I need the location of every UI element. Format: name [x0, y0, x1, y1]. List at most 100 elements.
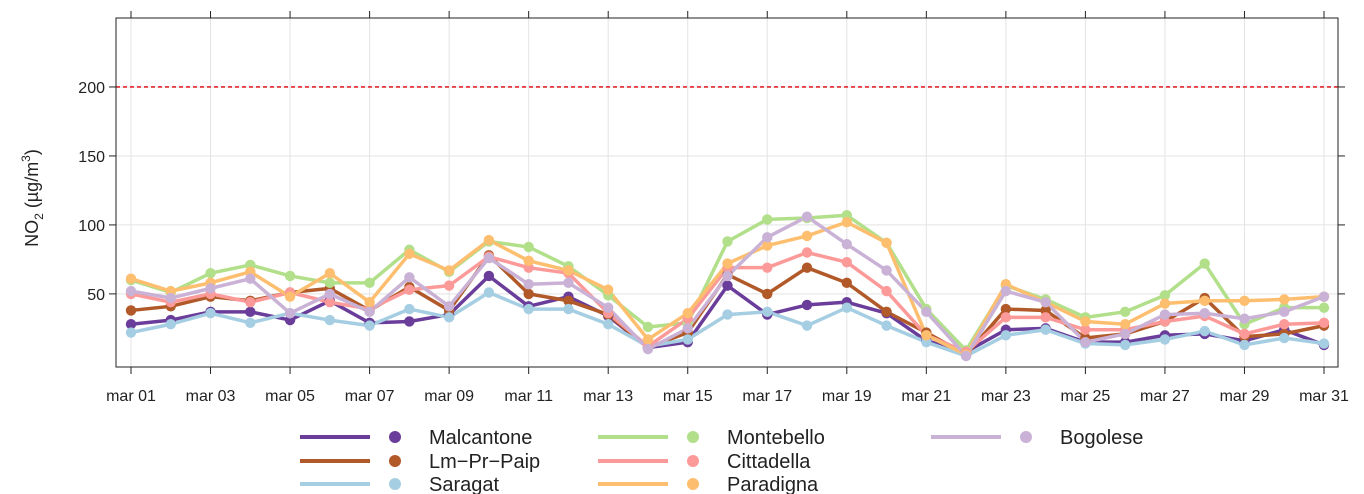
- data-point-paradigna: [404, 248, 415, 260]
- data-point-saragat: [1199, 325, 1210, 337]
- data-point-saragat: [603, 319, 614, 330]
- legend-label-montebello: Montebello: [727, 427, 825, 449]
- data-point-montebello: [1119, 306, 1131, 318]
- data-point-paradigna: [324, 267, 336, 279]
- y-axis-label: NO2 (µg/m3): [19, 149, 46, 247]
- data-point-paradigna: [364, 296, 375, 308]
- data-point-malcantone: [801, 299, 813, 311]
- legend-marker-saragat: [389, 478, 401, 490]
- data-point-saragat: [205, 308, 216, 319]
- data-point-bogolese: [1279, 306, 1290, 318]
- data-point-bogolese: [642, 343, 654, 355]
- data-point-saragat: [1318, 338, 1330, 349]
- data-point-lm-pr-paip: [523, 288, 534, 300]
- data-point-lm-pr-paip: [563, 295, 574, 306]
- x-tick-label: mar 13: [583, 388, 633, 405]
- data-point-bogolese: [563, 277, 574, 289]
- data-point-saragat: [245, 317, 256, 329]
- data-point-montebello: [1159, 290, 1171, 301]
- data-point-saragat: [841, 302, 852, 313]
- data-point-lm-pr-paip: [125, 305, 137, 316]
- legend-marker-malcantone: [389, 431, 401, 443]
- y-axis-ticks: 50 100 150 200: [78, 80, 1345, 304]
- data-point-paradigna: [801, 230, 813, 242]
- data-point-saragat: [125, 327, 137, 338]
- data-point-bogolese: [881, 265, 892, 276]
- data-point-saragat: [1040, 324, 1051, 335]
- data-point-montebello: [642, 321, 654, 333]
- data-point-montebello: [1199, 258, 1210, 269]
- data-point-cittadella: [1080, 324, 1091, 335]
- data-point-malcantone: [125, 319, 137, 330]
- data-point-montebello: [364, 277, 375, 289]
- data-point-saragat: [881, 320, 892, 331]
- data-point-cittadella: [324, 296, 336, 308]
- data-point-paradigna: [1199, 295, 1210, 306]
- data-point-paradigna: [762, 240, 773, 251]
- legend-label-bogolese: Bogolese: [1060, 427, 1143, 449]
- data-point-saragat: [1239, 339, 1250, 351]
- data-point-cittadella: [443, 280, 455, 291]
- y-tick-label: 100: [78, 218, 105, 235]
- gridlines: [116, 18, 1338, 367]
- data-point-lm-pr-paip: [801, 262, 813, 273]
- legend-label-cittadella: Cittadella: [727, 451, 811, 473]
- data-point-saragat: [1000, 330, 1012, 341]
- x-tick-label: mar 01: [106, 388, 156, 405]
- data-point-bogolese: [921, 306, 932, 318]
- data-point-bogolese: [1119, 328, 1131, 340]
- data-point-paradigna: [841, 216, 852, 228]
- y-tick-label: 200: [78, 80, 105, 97]
- data-point-bogolese: [245, 273, 256, 284]
- x-axis-ticks: mar 01 mar 03 mar 05 mar 07 mar 09 mar 11 mar …: [106, 11, 1349, 405]
- data-point-paradigna: [1119, 319, 1131, 330]
- data-point-cittadella: [404, 284, 415, 295]
- data-point-malcantone: [404, 316, 415, 327]
- data-point-malcantone: [722, 280, 733, 291]
- x-tick-label: mar 03: [186, 388, 236, 405]
- data-point-paradigna: [125, 273, 137, 284]
- data-point-bogolese: [1239, 313, 1250, 324]
- y-tick-label: 50: [87, 287, 105, 304]
- data-point-saragat: [762, 306, 773, 318]
- x-tick-label: mar 15: [663, 388, 713, 405]
- x-tick-label: mar 31: [1299, 388, 1349, 405]
- data-point-paradigna: [682, 308, 693, 319]
- data-point-bogolese: [523, 279, 534, 290]
- data-point-bogolese: [1199, 308, 1210, 319]
- data-point-cittadella: [1318, 317, 1330, 329]
- data-point-bogolese: [324, 288, 336, 300]
- legend-label-paradigna: Paradigna: [727, 474, 819, 494]
- data-point-cittadella: [1040, 312, 1051, 323]
- legend-marker-paradigna: [687, 478, 699, 490]
- data-point-bogolese: [284, 308, 296, 319]
- data-point-paradigna: [483, 234, 495, 246]
- x-tick-label: mar 25: [1061, 388, 1111, 405]
- data-point-paradigna: [921, 330, 932, 341]
- data-point-paradigna: [1159, 298, 1171, 309]
- x-tick-label: mar 11: [504, 388, 553, 405]
- plot-frame: [115, 17, 1339, 368]
- data-point-malcantone: [483, 270, 495, 282]
- data-point-saragat: [523, 303, 534, 315]
- data-point-cittadella: [841, 256, 852, 268]
- data-point-malcantone: [245, 306, 256, 318]
- data-point-bogolese: [125, 285, 137, 297]
- legend-marker-bogolese: [1020, 431, 1032, 443]
- data-point-saragat: [404, 303, 415, 315]
- data-point-paradigna: [722, 258, 733, 269]
- data-point-lm-pr-paip: [1000, 303, 1012, 315]
- data-point-cittadella: [1279, 319, 1290, 330]
- data-point-bogolese: [603, 302, 614, 313]
- data-point-bogolese: [841, 239, 852, 250]
- plot-border: [115, 17, 1339, 368]
- data-point-saragat: [722, 309, 733, 320]
- data-point-paradigna: [443, 265, 455, 276]
- x-tick-label: mar 05: [265, 388, 315, 405]
- data-point-bogolese: [1040, 296, 1051, 308]
- data-point-saragat: [324, 314, 336, 326]
- data-point-paradigna: [642, 334, 654, 345]
- data-point-montebello: [523, 241, 534, 253]
- data-point-montebello: [284, 270, 296, 282]
- legend-label-saragat: Saragat: [429, 474, 499, 494]
